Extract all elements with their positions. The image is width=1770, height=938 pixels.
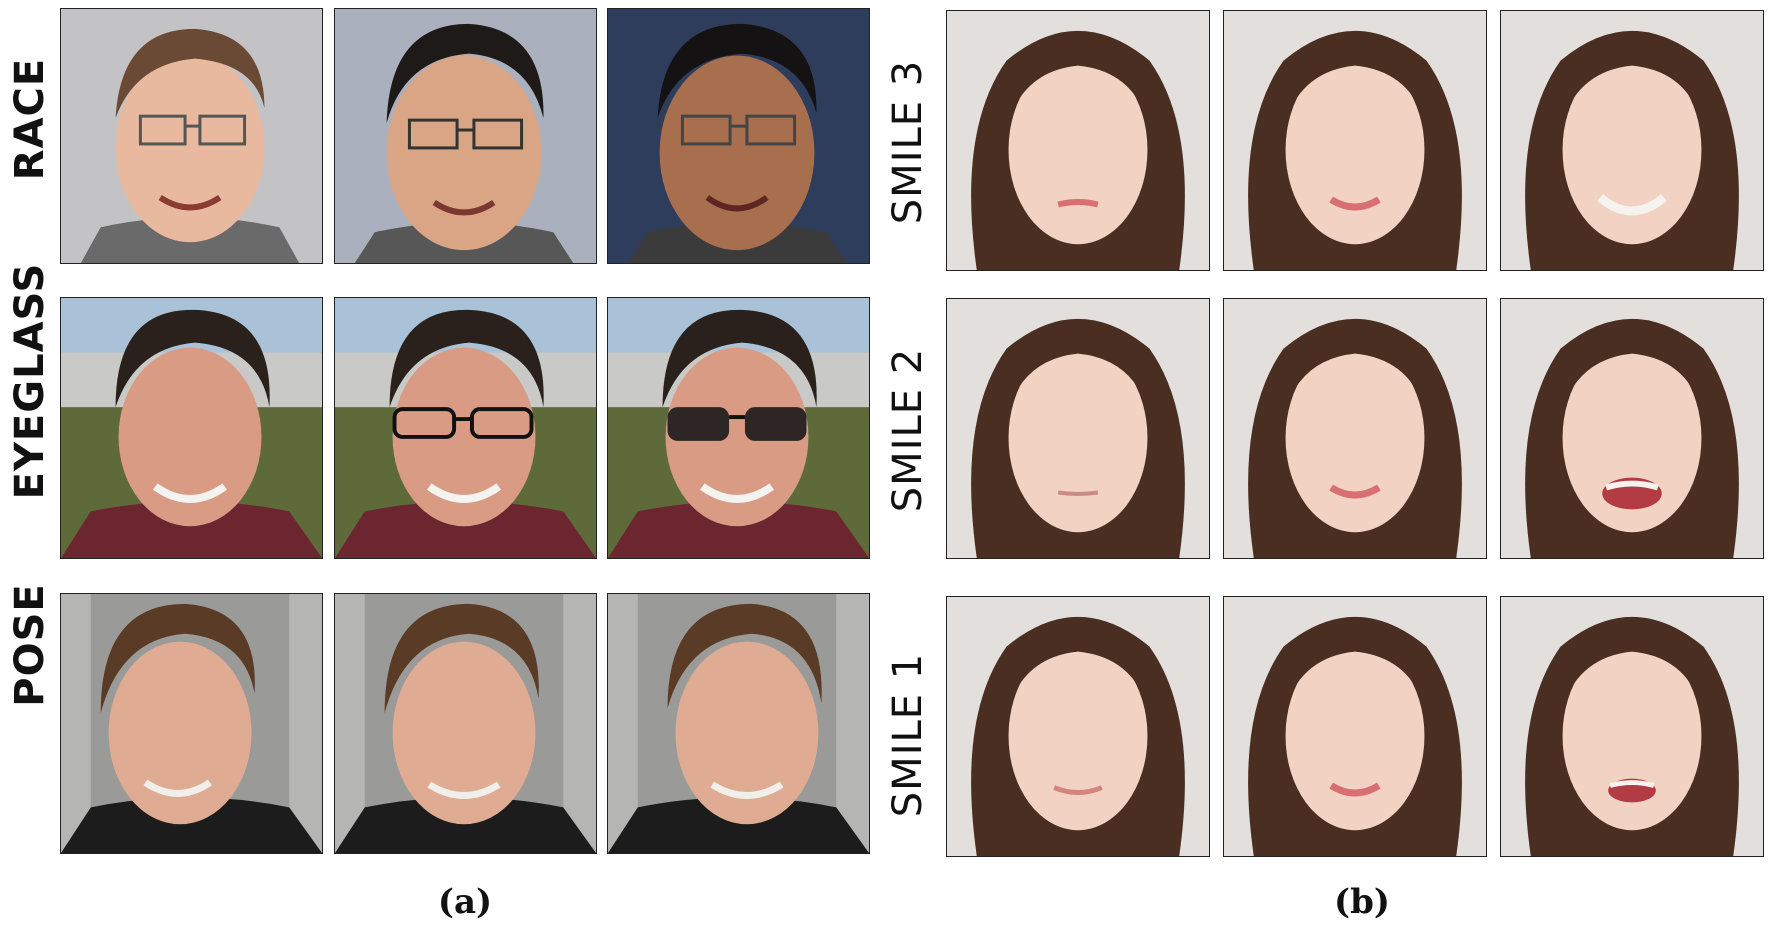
- row-label-smile-1: SMILE 1: [885, 652, 931, 818]
- smile2-face-1: [946, 298, 1210, 559]
- smile1-face-3: [1500, 596, 1764, 857]
- panel-a-caption: (a): [437, 882, 493, 922]
- row-label-eyeglass: EYEGLASS: [7, 262, 53, 500]
- eyeglass-face-1: [60, 297, 323, 559]
- eyeglass-face-3: [607, 297, 870, 559]
- row-label-smile-3: SMILE 3: [885, 59, 931, 225]
- row-label-smile-2: SMILE 2: [885, 347, 931, 513]
- smile3-face-2: [1223, 10, 1487, 271]
- row-label-pose: POSE: [7, 583, 53, 707]
- smile2-face-3: [1500, 298, 1764, 559]
- smile1-face-2: [1223, 596, 1487, 857]
- smile1-face-1: [946, 596, 1210, 857]
- race-face-1: [60, 8, 323, 264]
- smile3-face-3: [1500, 10, 1764, 271]
- race-face-2: [334, 8, 597, 264]
- pose-face-2: [334, 593, 597, 854]
- panel-b-caption: (b): [1334, 882, 1390, 922]
- smile3-face-1: [946, 10, 1210, 271]
- pose-face-1: [60, 593, 323, 854]
- eyeglass-face-2: [334, 297, 597, 559]
- pose-face-3: [607, 593, 870, 854]
- race-face-3: [607, 8, 870, 264]
- smile2-face-2: [1223, 298, 1487, 559]
- row-label-race: RACE: [7, 57, 53, 181]
